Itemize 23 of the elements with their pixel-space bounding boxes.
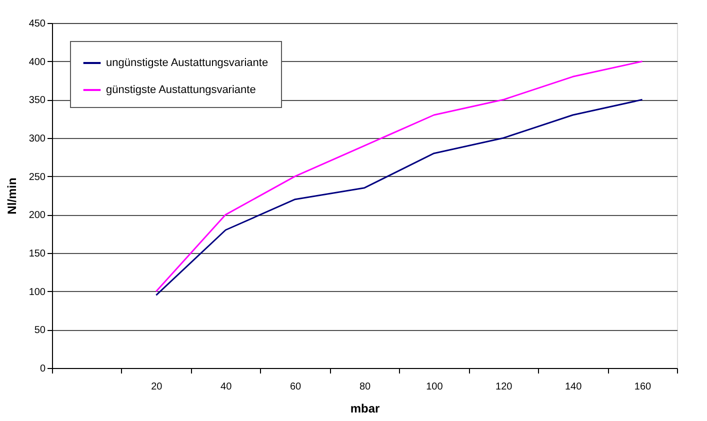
y-tick-label: 0 [40, 364, 46, 374]
y-tick-label: 50 [34, 325, 46, 336]
y-tick-label: 450 [28, 18, 46, 30]
y-tick-label: 150 [28, 248, 46, 260]
x-tick-label: 100 [426, 382, 444, 392]
x-tick-label: 140 [564, 382, 582, 392]
y-tick-label: 300 [28, 134, 46, 144]
y-axis-title: Nl/min [4, 178, 19, 214]
y-tick-label: 200 [28, 210, 46, 222]
legend-label: günstigste Austattungsvariante [106, 84, 256, 96]
x-axis-title: mbar [350, 402, 380, 416]
y-tick-label: 400 [28, 56, 46, 68]
x-tick-label: 80 [359, 382, 371, 392]
x-tick-label: 40 [220, 382, 232, 392]
x-tick-label: 60 [290, 382, 302, 392]
y-tick-label: 350 [28, 95, 46, 106]
x-tick-label: 20 [151, 382, 163, 392]
y-tick-label: 100 [28, 286, 46, 298]
y-tick-label: 250 [28, 172, 46, 183]
x-tick-label: 120 [496, 382, 513, 392]
line-series [155, 98, 644, 296]
legend-label: ungünstigste Austattungsvariante [106, 57, 268, 69]
x-tick-label: 160 [634, 382, 652, 392]
